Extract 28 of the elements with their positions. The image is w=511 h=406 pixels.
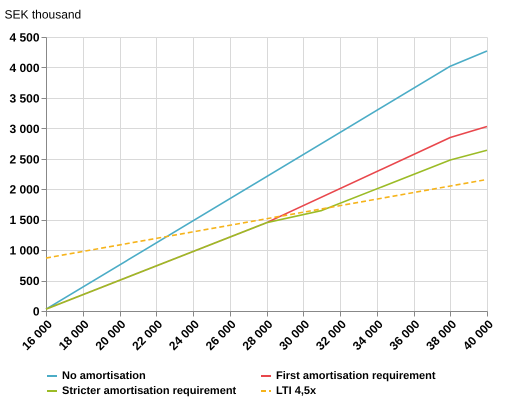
- legend-label: Stricter amortisation requirement: [62, 385, 237, 397]
- y-tick-label: 1 500: [9, 213, 40, 228]
- x-tick-label: 24 000: [166, 316, 202, 353]
- x-tick-label: 18 000: [56, 316, 92, 353]
- y-tick-label: 3 000: [9, 122, 40, 136]
- y-tick-label: 4 000: [9, 60, 40, 75]
- y-tick-label: 0: [32, 304, 40, 318]
- y-tick-label: 2 000: [9, 182, 40, 197]
- legend-label: LTI 4,5x: [276, 385, 318, 397]
- x-tick-label: 40 000: [460, 316, 496, 353]
- y-tick-label: 500: [19, 274, 40, 288]
- legend-label: First amortisation requirement: [276, 370, 436, 382]
- x-tick-label: 36 000: [386, 316, 423, 353]
- x-tick-label: 32 000: [313, 316, 350, 353]
- x-tick-label: 34 000: [350, 316, 386, 353]
- x-tick-label: 22 000: [129, 316, 166, 353]
- x-tick-label: 38 000: [423, 316, 460, 353]
- y-tick-label: 2 500: [9, 152, 40, 166]
- y-tick-label: 3 500: [9, 91, 40, 106]
- x-tick-label: 30 000: [276, 316, 312, 353]
- y-tick-label: 1 000: [9, 244, 40, 258]
- legend-label: No amortisation: [62, 370, 146, 382]
- x-tick-label: 20 000: [92, 316, 129, 353]
- y-tick-label: 4 500: [9, 30, 40, 44]
- x-tick-label: 16 000: [19, 316, 56, 353]
- y-axis-title: SEK thousand: [4, 8, 82, 22]
- x-tick-label: 26 000: [202, 316, 239, 353]
- x-tick-label: 28 000: [240, 316, 276, 353]
